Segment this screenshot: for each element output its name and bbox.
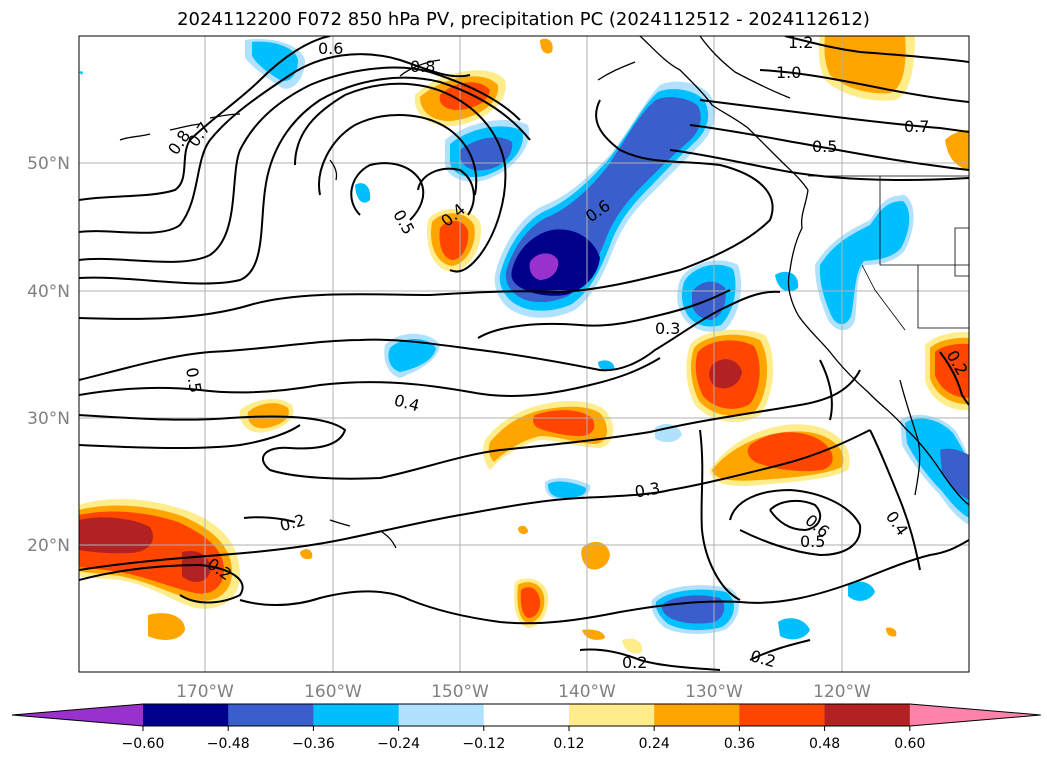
contour-label: 0.5 [182,366,205,394]
contour-label: 0.7 [904,117,929,136]
colorbar-segment [313,704,400,726]
colorbar-segment [569,704,655,726]
lon-label-120w: 120°W [813,682,871,702]
colorbar-segment [483,704,570,726]
lon-label-140w: 140°W [558,682,616,702]
colorbar-segment [398,704,485,726]
lon-label-170w: 170°W [176,682,234,702]
colorbar-tick-label: 0.36 [724,736,755,752]
colorbar-segment [824,704,911,726]
colorbar-tick-label: −0.60 [122,736,165,752]
pv-contours [79,36,969,671]
contour-label: 0.3 [655,319,680,338]
colorbar-tick-label: −0.48 [207,736,250,752]
lat-label-40n: 40°N [27,282,70,302]
contour-label: 0.8 [410,57,435,76]
lon-label-150w: 150°W [431,682,489,702]
latitude-labels: 50°N 40°N 30°N 20°N [27,154,70,556]
contour-label: 0.3 [633,478,661,501]
gridlines [79,36,969,672]
contour-label: 0.6 [318,39,343,58]
colorbar-segment [228,704,314,726]
state-borders [808,175,969,331]
colorbar-tick-label: −0.24 [377,736,420,752]
contour-label: 1.2 [788,33,813,52]
colorbar-tick-label: −0.36 [292,736,335,752]
longitude-labels: 170°W 160°W 150°W 140°W 130°W 120°W [176,682,871,702]
contour-label: 0.5 [812,137,837,156]
colorbar-tick-label: −0.12 [462,736,505,752]
contour-label: 1.0 [776,63,801,82]
lat-label-50n: 50°N [27,154,70,174]
map-title: 2024112200 F072 850 hPa PV, precipitatio… [177,9,870,30]
colorbar-tick-label: 0.48 [809,736,840,752]
colorbar: −0.60 −0.48 −0.36 −0.24 −0.12 0.12 0.24 0.36 0.4… [11,703,1041,752]
lon-label-130w: 130°W [685,682,743,702]
contour-label: 0.5 [800,532,825,551]
colorbar-tick-label: 0.60 [894,736,925,752]
map-frame [78,35,970,673]
colorbar-segment [654,704,740,726]
colorbar-segment [739,704,826,726]
lat-label-20n: 20°N [27,536,70,556]
map-area: 0.6 0.8 0.8 0.7 1.2 1.0 0.7 0.5 0.6 0.5 … [79,33,969,672]
colorbar-tick-label: 0.24 [639,736,670,752]
colorbar-tick-label: 0.12 [553,736,584,752]
colorbar-segment [143,704,229,726]
colorbar-extend-high [909,704,1041,726]
lat-label-30n: 30°N [27,409,70,429]
contour-label: 0.2 [622,653,647,672]
colorbar-extend-low [12,704,143,726]
lon-label-160w: 160°W [304,682,362,702]
